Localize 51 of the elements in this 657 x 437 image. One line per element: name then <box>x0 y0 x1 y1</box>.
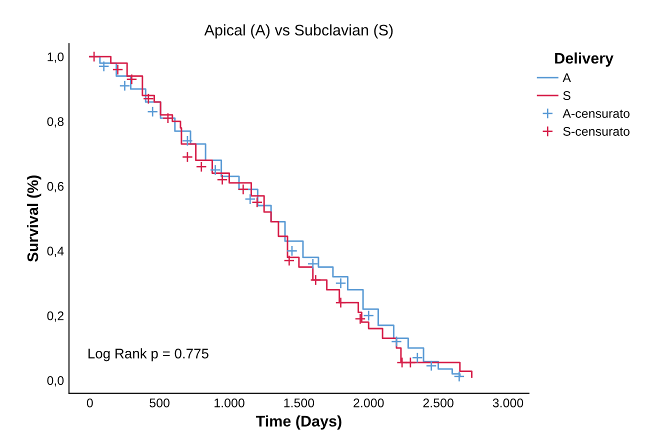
point <box>162 112 174 124</box>
legend-label: S-censurato <box>563 126 630 136</box>
x-tick-label: 2.500 <box>423 398 454 408</box>
legend-title: Delivery <box>555 52 614 67</box>
point <box>454 370 465 382</box>
legend-label: S <box>563 91 570 100</box>
y-axis-title: Survival (%) <box>26 176 42 262</box>
x-tick-label: 1.000 <box>214 398 244 408</box>
y-tick-label: 1,0 <box>48 52 64 63</box>
point <box>238 184 249 195</box>
point <box>310 274 322 286</box>
point <box>244 194 256 205</box>
point <box>286 245 298 256</box>
y-tick-label: 0,4 <box>47 246 64 257</box>
point <box>142 93 154 104</box>
point <box>119 80 130 92</box>
legend-label: A <box>562 73 571 82</box>
point <box>126 74 138 85</box>
x-tick-label: 1.500 <box>284 398 314 408</box>
point <box>412 352 423 364</box>
point <box>396 356 408 368</box>
point <box>426 360 437 372</box>
point <box>252 196 263 208</box>
point <box>210 164 221 176</box>
x-tick-label: 0 <box>86 398 93 408</box>
point <box>196 161 207 172</box>
point <box>307 258 318 270</box>
point <box>284 255 295 266</box>
x-tick-label: 500 <box>150 398 170 408</box>
point <box>216 174 228 186</box>
point <box>335 297 346 308</box>
y-tick-label: 0,8 <box>47 117 64 128</box>
y-tick-label: 0,6 <box>47 182 64 192</box>
point <box>147 106 158 118</box>
point <box>182 135 193 146</box>
chart-title: Apical (A) vs Subclavian (S) <box>204 24 393 39</box>
legend-label: A-censurato <box>562 109 630 118</box>
point <box>335 278 346 289</box>
point <box>354 313 366 324</box>
point <box>363 310 374 322</box>
point <box>404 356 416 368</box>
point <box>182 151 193 163</box>
annotation: Log Rank p = 0.775 <box>88 348 208 362</box>
y-tick-label: 0,0 <box>47 376 64 386</box>
point <box>112 64 124 76</box>
y-tick-label: 0,2 <box>47 311 64 322</box>
point <box>390 336 402 348</box>
x-axis-title: Time (Days) <box>256 415 342 430</box>
point <box>98 60 110 72</box>
x-tick-label: 2.000 <box>354 398 384 408</box>
x-tick-label: 3.000 <box>492 398 524 408</box>
